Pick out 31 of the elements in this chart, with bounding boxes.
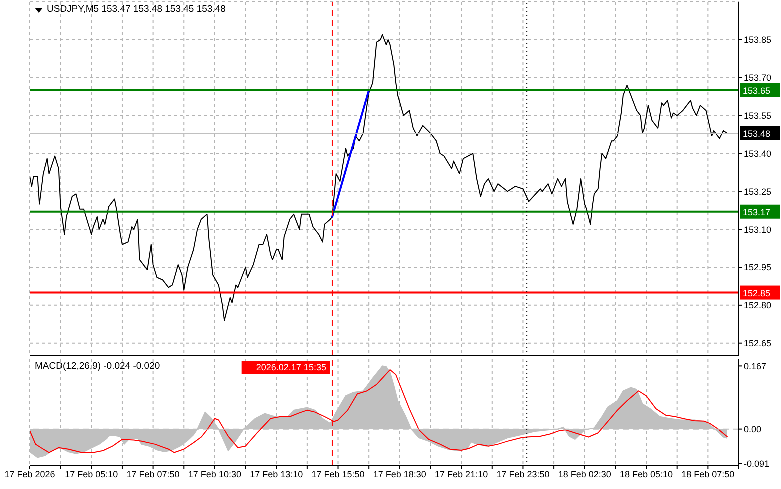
y-tick-label: 153.85: [744, 35, 772, 46]
ref-line-label: 153.65: [743, 86, 771, 96]
y-tick-label: 0.00: [744, 424, 762, 435]
x-tick-label: 17 Feb 05:10: [65, 469, 118, 480]
y-tick-label: 152.80: [744, 300, 772, 311]
chart-title: MACD(12,26,9) -0.024 -0.020: [35, 361, 160, 372]
x-tick-label: 17 Feb 18:30: [373, 469, 426, 480]
y-tick-label: 152.65: [744, 338, 772, 349]
x-tick-label: 18 Feb 02:30: [558, 469, 612, 480]
x-tick-label: 17 Feb 13:10: [250, 469, 304, 480]
y-tick-label: 153.40: [744, 148, 772, 159]
x-tick-label: 17 Feb 10:30: [188, 469, 242, 480]
y-tick-label: 153.70: [744, 73, 772, 84]
y-tick-label: -0.091: [744, 458, 770, 469]
x-tick-label: 17 Feb 23:50: [496, 469, 550, 480]
y-tick-label: 153.10: [744, 224, 772, 235]
x-tick-label: 17 Feb 07:50: [126, 469, 180, 480]
ref-line-label: 2026.02.17 15:35: [256, 362, 326, 372]
ref-line-label: 153.17: [743, 207, 771, 218]
y-tick-label: 153.55: [744, 110, 772, 121]
y-tick-label: 153.25: [744, 186, 772, 197]
ref-line-label: 152.85: [743, 288, 771, 298]
x-tick-label: 17 Feb 21:10: [435, 469, 488, 480]
x-tick-label: 18 Feb 05:10: [620, 469, 674, 480]
x-tick-label: 18 Feb 07:50: [682, 469, 735, 480]
y-tick-label: 0.167: [744, 361, 767, 372]
x-tick-label: 17 Feb 2026: [4, 469, 56, 480]
x-tick-label: 17 Feb 15:50: [312, 469, 365, 480]
y-tick-label: 152.95: [744, 262, 772, 273]
chart-title: USDJPY,M5 153.47 153.48 153.45 153.48: [47, 4, 226, 15]
ref-line-label: 153.48: [743, 128, 771, 139]
